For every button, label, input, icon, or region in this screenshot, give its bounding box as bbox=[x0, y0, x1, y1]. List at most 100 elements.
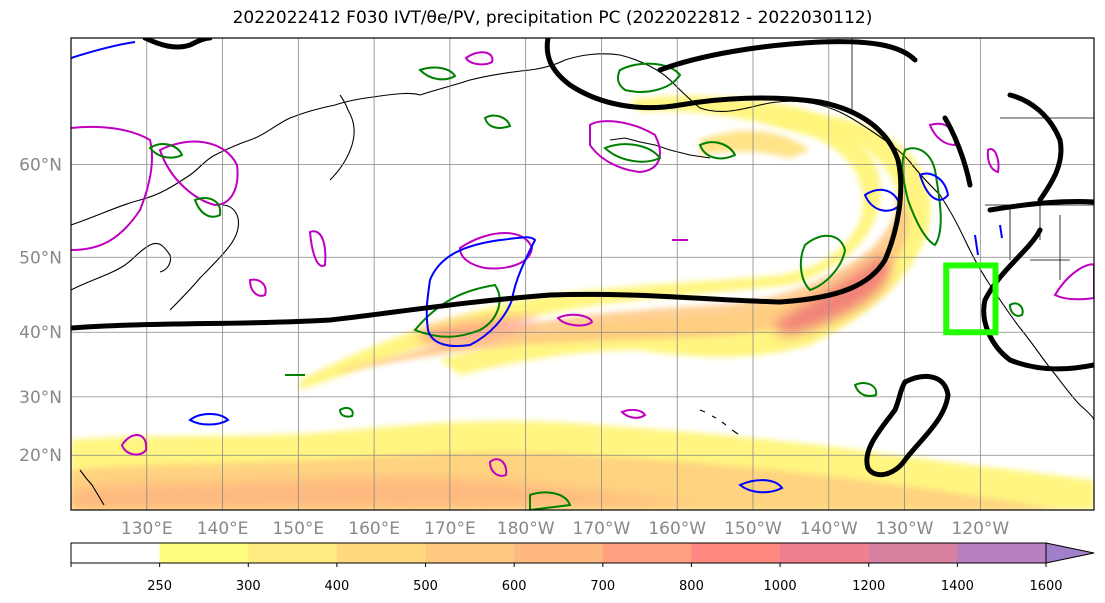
blue-contour-3 bbox=[188, 413, 230, 426]
gridlines bbox=[71, 38, 1094, 510]
pv-north-contour bbox=[657, 39, 918, 73]
green-contour-15 bbox=[1008, 302, 1024, 317]
colorbar-segment bbox=[336, 543, 427, 563]
lon-tick-label: 120°W bbox=[951, 519, 1009, 539]
blue-contour-7 bbox=[999, 224, 1003, 239]
colorbar-segment bbox=[514, 543, 604, 563]
ivt-shading bbox=[71, 95, 1094, 510]
green-contour-4 bbox=[148, 143, 184, 159]
pv-east-contour bbox=[987, 199, 1094, 213]
lon-tick-label: 170°E bbox=[424, 519, 476, 539]
green-contour-7 bbox=[698, 141, 737, 160]
magenta-contour-12 bbox=[488, 458, 508, 477]
colorbar-segment bbox=[248, 543, 338, 563]
colorbar-segment bbox=[691, 543, 781, 563]
magenta-contour-15 bbox=[1053, 263, 1094, 301]
lon-tick-label: 140°W bbox=[800, 519, 858, 539]
map-frame bbox=[70, 37, 1095, 511]
coast-north-america bbox=[869, 129, 1094, 421]
lat-tick-label: 60°N bbox=[19, 156, 62, 176]
lon-tick-label: 160°W bbox=[648, 519, 706, 539]
blue-contour-1 bbox=[71, 41, 136, 59]
magenta-contour-4 bbox=[248, 278, 267, 297]
green-contour-5 bbox=[193, 197, 222, 218]
green-contour-6 bbox=[603, 143, 662, 163]
lat-tick-labels: 20°N 30°N 40°N 50°N 60°N bbox=[19, 156, 62, 467]
lat-tick-label: 20°N bbox=[19, 446, 62, 466]
colorbar-label: 1600 bbox=[1029, 579, 1062, 594]
magenta-contour-2 bbox=[158, 140, 239, 207]
colorbar-label: 1400 bbox=[941, 579, 974, 594]
lon-tick-label: 150°W bbox=[724, 519, 782, 539]
lat-tick-label: 50°N bbox=[19, 248, 62, 268]
lat-tick-label: 40°N bbox=[19, 323, 62, 343]
colorbar-label: 500 bbox=[413, 579, 438, 594]
ivt-north-branch bbox=[700, 130, 810, 158]
green-contour-3 bbox=[483, 114, 512, 129]
pv-magenta-contours bbox=[71, 51, 1094, 477]
pv-main-contour bbox=[71, 38, 904, 331]
pv-coast-contour bbox=[942, 115, 973, 188]
magenta-contour-1 bbox=[71, 125, 153, 251]
colorbar-label: 700 bbox=[590, 579, 615, 594]
lon-tick-label: 130°E bbox=[121, 519, 173, 539]
lon-tick-label: 150°E bbox=[272, 519, 324, 539]
lat-tick-label: 30°N bbox=[19, 388, 62, 408]
colorbar: 250 300 400 500 600 700 800 1000 1200 1400 1600 bbox=[70, 542, 1095, 594]
lon-tick-labels: 130°E 140°E 150°E 160°E 170°E 180°W 170°W 160°W… bbox=[121, 519, 1009, 539]
magenta-contour-11 bbox=[120, 434, 148, 456]
pv-ne-contour bbox=[1007, 92, 1064, 203]
colorbar-segment bbox=[957, 543, 1047, 563]
colorbar-outline bbox=[70, 542, 1046, 564]
coast-aleutians bbox=[609, 137, 711, 159]
lon-tick-label: 140°E bbox=[197, 519, 249, 539]
coast-asia bbox=[71, 92, 421, 226]
pv-cutoff-low bbox=[864, 373, 951, 478]
colorbar-label: 600 bbox=[502, 579, 527, 594]
coast-korea-china bbox=[71, 242, 172, 291]
theta-e-green-contours bbox=[148, 62, 1024, 510]
lon-tick-label: 130°W bbox=[876, 519, 934, 539]
coast-alaska bbox=[564, 53, 871, 131]
lon-tick-label: 160°E bbox=[348, 519, 400, 539]
magenta-contour-6 bbox=[589, 120, 661, 174]
coastlines bbox=[71, 53, 1094, 506]
colorbar-segment bbox=[425, 543, 515, 563]
blue-contour-8 bbox=[974, 234, 979, 256]
magenta-contour-13 bbox=[928, 122, 957, 147]
magenta-contour-8 bbox=[556, 313, 594, 327]
blue-contour-6 bbox=[738, 479, 784, 494]
highlight-box bbox=[943, 262, 999, 336]
colorbar-segment bbox=[71, 543, 161, 563]
chart-title: 2022022412 F030 IVT/θe/PV, precipitation… bbox=[232, 8, 873, 28]
colorbar-extend-triangle bbox=[1045, 542, 1095, 564]
green-contour-14 bbox=[338, 406, 354, 418]
colorbar-label: 1000 bbox=[764, 579, 797, 594]
magenta-contour-5 bbox=[464, 51, 494, 66]
border-states bbox=[1009, 205, 1070, 280]
colorbar-label: 800 bbox=[679, 579, 704, 594]
green-contour-2 bbox=[616, 62, 682, 93]
colorbar-segment bbox=[159, 543, 249, 563]
lon-tick-label: 180°W bbox=[497, 519, 555, 539]
green-contour-11 bbox=[853, 382, 878, 397]
blue-contour-5 bbox=[918, 172, 950, 201]
green-contour-8 bbox=[413, 283, 501, 338]
magenta-contour-3 bbox=[308, 230, 327, 267]
ivt-tropical-core-2 bbox=[71, 477, 700, 510]
colorbar-label: 300 bbox=[236, 579, 261, 594]
lon-tick-label: 170°W bbox=[573, 519, 631, 539]
colorbar-label: 1200 bbox=[852, 579, 885, 594]
green-contour-12 bbox=[529, 491, 572, 510]
colorbar-segment bbox=[868, 543, 958, 563]
coast-hawaii bbox=[699, 409, 739, 435]
magenta-contour-7 bbox=[458, 232, 534, 270]
colorbar-label: 400 bbox=[324, 579, 349, 594]
coast-kamchatka bbox=[329, 94, 355, 181]
coast-japan bbox=[169, 204, 240, 311]
green-contour-10 bbox=[901, 147, 942, 247]
colorbar-segment bbox=[602, 543, 692, 563]
ivt-band-inner bbox=[340, 195, 909, 372]
coast-philippines bbox=[79, 469, 105, 506]
